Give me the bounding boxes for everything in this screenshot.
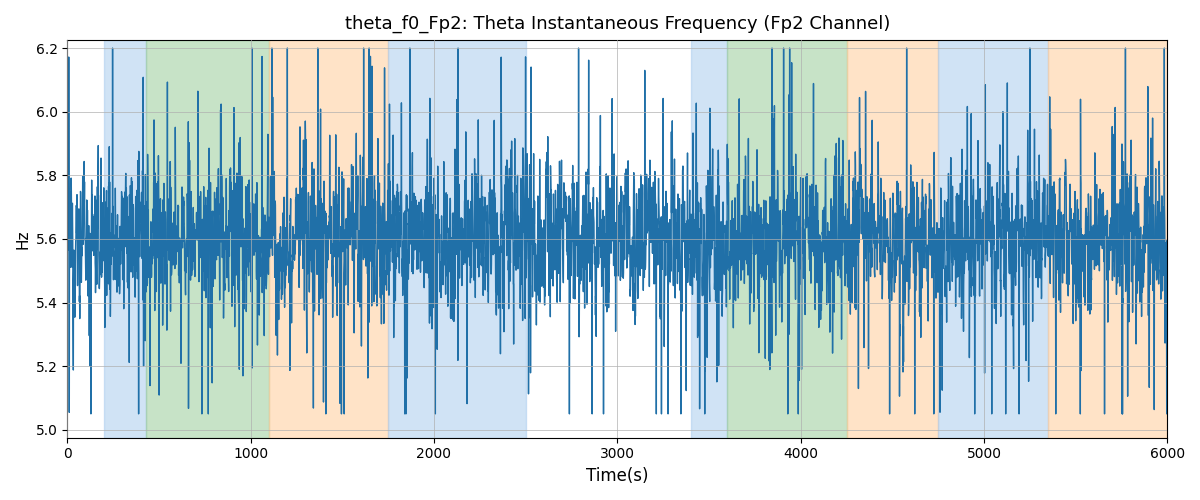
Bar [104, 40, 146, 438]
Title: theta_f0_Fp2: Theta Instantaneous Frequency (Fp2 Channel): theta_f0_Fp2: Theta Instantaneous Freque… [344, 15, 890, 34]
Y-axis label: Hz: Hz [16, 229, 30, 248]
Bar [388, 40, 526, 438]
Bar [146, 40, 269, 438]
Bar [846, 40, 938, 438]
Bar [691, 40, 727, 438]
X-axis label: Time(s): Time(s) [586, 467, 649, 485]
Bar [938, 40, 1049, 438]
Bar [727, 40, 846, 438]
Bar [269, 40, 388, 438]
Bar [1049, 40, 1168, 438]
